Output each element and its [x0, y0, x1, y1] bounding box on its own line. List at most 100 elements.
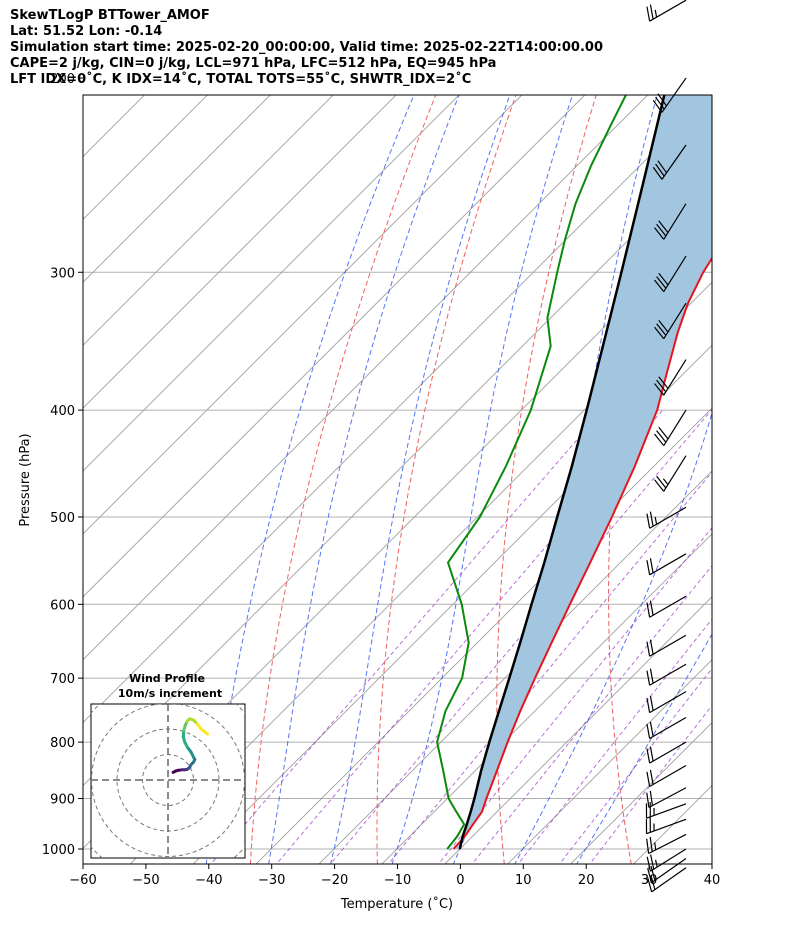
wind-barb	[646, 0, 687, 22]
wind-barb-feather	[656, 430, 667, 443]
moist-adiabat	[268, 95, 460, 864]
indices-line: LFT IDX=0˚C, K IDX=14˚C, TOTAL TOTS=55˚C…	[10, 72, 472, 87]
wind-barb-shaft	[649, 506, 687, 529]
chart-title: SkewTLogP BTTower_AMOF	[10, 8, 210, 23]
y-tick-label: 400	[50, 404, 75, 419]
wind-barb	[654, 409, 687, 447]
wind-barb	[646, 717, 687, 740]
wind-barb-feather	[650, 875, 656, 890]
x-tick-label: 0	[456, 873, 464, 888]
x-tick-label: −50	[132, 873, 159, 888]
wind-barb-feather	[658, 220, 669, 233]
wind-barb-feather	[649, 639, 654, 655]
dry-adiabat	[249, 95, 437, 864]
wind-barb-shaft	[649, 634, 687, 657]
x-axis-label: Temperature (˚C)	[340, 896, 453, 912]
profiles	[436, 95, 712, 850]
wind-barb-feather	[656, 379, 667, 393]
isotherm-line	[255, 407, 712, 864]
wind-barb-feather	[647, 877, 653, 893]
wind-barb-feather	[657, 160, 667, 174]
cape-shading	[453, 95, 712, 849]
isotherm-line	[444, 596, 712, 864]
wind-barb	[646, 833, 687, 855]
wind-barb-feather	[646, 6, 651, 22]
isotherm-line	[83, 95, 523, 535]
wind-barb	[652, 144, 687, 180]
wind-barb-shaft	[650, 848, 687, 872]
x-tick-label: −30	[258, 873, 285, 888]
dry-adiabat	[713, 0, 794, 872]
wind-barb-feather	[658, 376, 669, 389]
x-tick-label: 20	[578, 873, 595, 888]
wind-barb-feather	[658, 272, 669, 286]
wind-barb	[654, 455, 687, 492]
y-tick-label: 600	[50, 598, 75, 613]
wind-barb-half-feather	[654, 842, 657, 850]
moist-adiabat	[205, 95, 415, 864]
wind-barb-feather	[647, 868, 653, 883]
wind-barb-shaft	[651, 867, 687, 893]
wind-barb-shaft	[649, 595, 687, 618]
wind-barb-feather	[655, 96, 665, 110]
wind-barb-feather	[652, 166, 663, 180]
y-tick-label: 500	[50, 511, 75, 526]
wind-barb-feather	[649, 721, 654, 737]
wind-barb-feather	[649, 4, 654, 20]
wind-barb-feather	[646, 560, 651, 575]
dry-adiabat	[496, 95, 597, 864]
wind-barb	[646, 663, 687, 686]
mixing-ratio-line	[387, 471, 712, 864]
wind-barb	[654, 302, 687, 340]
wind-barb-feather	[646, 641, 651, 657]
wind-barb-half-feather	[662, 478, 669, 485]
wind-barb-feather	[649, 511, 654, 527]
wind-barb-feather	[649, 600, 654, 616]
wind-barb	[646, 595, 687, 618]
wind-barb-shaft	[649, 0, 687, 22]
wind-barb	[654, 359, 687, 396]
inset-content	[91, 704, 245, 858]
x-tick-label: 40	[704, 873, 721, 888]
mixing-ratio-line	[559, 667, 712, 864]
wind-barb-shaft	[648, 833, 687, 855]
time-line: Simulation start time: 2025-02-20_00:00:…	[10, 40, 603, 55]
mixing-ratio-line	[471, 564, 712, 864]
wind-barb-shaft	[649, 764, 687, 787]
inset-title: Wind Profile	[129, 672, 205, 685]
wind-barb-feather	[649, 558, 654, 573]
wind-barb-feather	[658, 319, 669, 333]
wind-barb-feather	[646, 771, 651, 787]
moist-adiabat	[330, 95, 511, 864]
y-tick-label: 1000	[42, 843, 75, 858]
wind-profile-inset	[90, 703, 246, 859]
wind-barb	[645, 817, 687, 835]
wind-barb-shaft	[651, 857, 687, 884]
isotherm-line	[83, 95, 334, 346]
wind-barb-feather	[646, 723, 651, 739]
isotherm-line	[83, 95, 586, 598]
wind-barb	[647, 857, 687, 884]
y-tick-label: 200	[50, 72, 75, 87]
wind-barb-feather	[649, 695, 654, 711]
wind-barb-shaft	[663, 302, 687, 340]
wind-barb-half-feather	[654, 516, 658, 525]
wind-barb-feather	[656, 276, 667, 289]
wind-barb-feather	[649, 668, 654, 684]
x-tick-label: −60	[69, 873, 96, 888]
axes: −60 −50 −40 −30 −20 −10 0 10 20 30 40 1000 900 800 700…	[42, 72, 721, 888]
wind-barb-feather	[654, 383, 665, 396]
wind-barb	[654, 203, 687, 240]
moist-adiabat	[576, 633, 712, 864]
wind-barb-feather	[650, 865, 656, 881]
wind-barb	[646, 506, 687, 529]
wind-barb-shaft	[646, 803, 687, 819]
wind-barb-feather	[654, 433, 665, 447]
mixing-ratio-line	[589, 704, 712, 864]
chart-header: SkewTLogP BTTower_AMOF Lat: 51.52 Lon: -…	[10, 8, 780, 88]
wind-barb-feather	[646, 513, 651, 529]
x-tick-label: −40	[195, 873, 222, 888]
wind-barb	[646, 553, 687, 576]
wind-barb-feather	[649, 769, 654, 785]
